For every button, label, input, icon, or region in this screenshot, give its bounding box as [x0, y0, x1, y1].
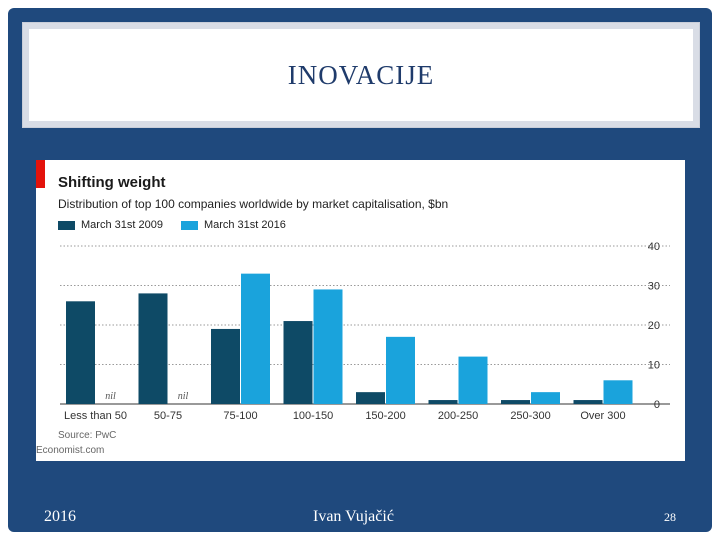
footer-author: Ivan Vujačić: [313, 508, 394, 525]
bar-chart-plot: 0 10 20 30 40 nil Less than 50 nil 50-75 75-100 10…: [60, 241, 670, 422]
bar-2009-3: [283, 321, 313, 404]
bar-2009-6: [501, 400, 530, 404]
x-tick-label-6: 250-300: [510, 410, 550, 422]
bar-2016-7: [603, 380, 633, 404]
bar-2009-1: [138, 293, 168, 404]
chart-source: Source: PwC: [58, 430, 117, 441]
slide-title: INOVACIJE: [287, 59, 435, 90]
legend-swatch-2016: [180, 220, 198, 230]
legend-label-2009: March 31st 2009: [81, 219, 163, 231]
legend-item-2016: March 31st 2016: [180, 219, 286, 231]
chart-card: Shifting weight Distribution of top 100 …: [36, 160, 685, 461]
y-tick-label-30: 30: [648, 281, 660, 293]
nil-label-0: nil: [105, 391, 116, 402]
legend-swatch-2009: [58, 220, 75, 230]
x-tick-label-1: 50-75: [154, 410, 182, 422]
chart-legend: March 31st 2009 March 31st 2016: [58, 219, 286, 231]
bar-2016-5: [458, 356, 488, 404]
bar-2009-4: [356, 392, 385, 404]
x-tick-label-2: 75-100: [223, 410, 257, 422]
footer-year: 2016: [44, 508, 76, 525]
bar-2009-5: [428, 400, 458, 404]
y-tick-label-40: 40: [648, 241, 660, 253]
bar-2016-2: [241, 273, 270, 404]
x-tick-label-0: Less than 50: [64, 410, 127, 422]
x-tick-label-5: 200-250: [438, 410, 478, 422]
y-tick-label-10: 10: [648, 360, 660, 372]
x-tick-label-7: Over 300: [580, 410, 625, 422]
legend-label-2016: March 31st 2016: [203, 219, 286, 231]
nil-label-1: nil: [178, 391, 189, 402]
footer-page-number: 28: [664, 510, 676, 524]
economist-red-tab: [36, 160, 45, 188]
y-tick-label-20: 20: [648, 320, 660, 332]
bar-2016-4: [386, 336, 415, 404]
chart-title: Shifting weight: [58, 174, 166, 191]
bar-2009-7: [573, 400, 603, 404]
chart-credit: Economist.com: [36, 445, 105, 456]
bar-2016-3: [313, 289, 343, 404]
chart-subtitle: Distribution of top 100 companies worldw…: [58, 197, 449, 211]
title-panel: INOVACIJE: [29, 29, 693, 121]
bar-2009-0: [66, 301, 95, 404]
bar-2009-2: [211, 328, 240, 404]
title-frame: INOVACIJE: [22, 22, 700, 128]
y-tick-label-0: 0: [654, 399, 660, 411]
x-tick-label-4: 150-200: [365, 410, 405, 422]
legend-item-2009: March 31st 2009: [58, 219, 163, 231]
bar-2016-6: [531, 392, 560, 404]
x-tick-label-3: 100-150: [293, 410, 333, 422]
